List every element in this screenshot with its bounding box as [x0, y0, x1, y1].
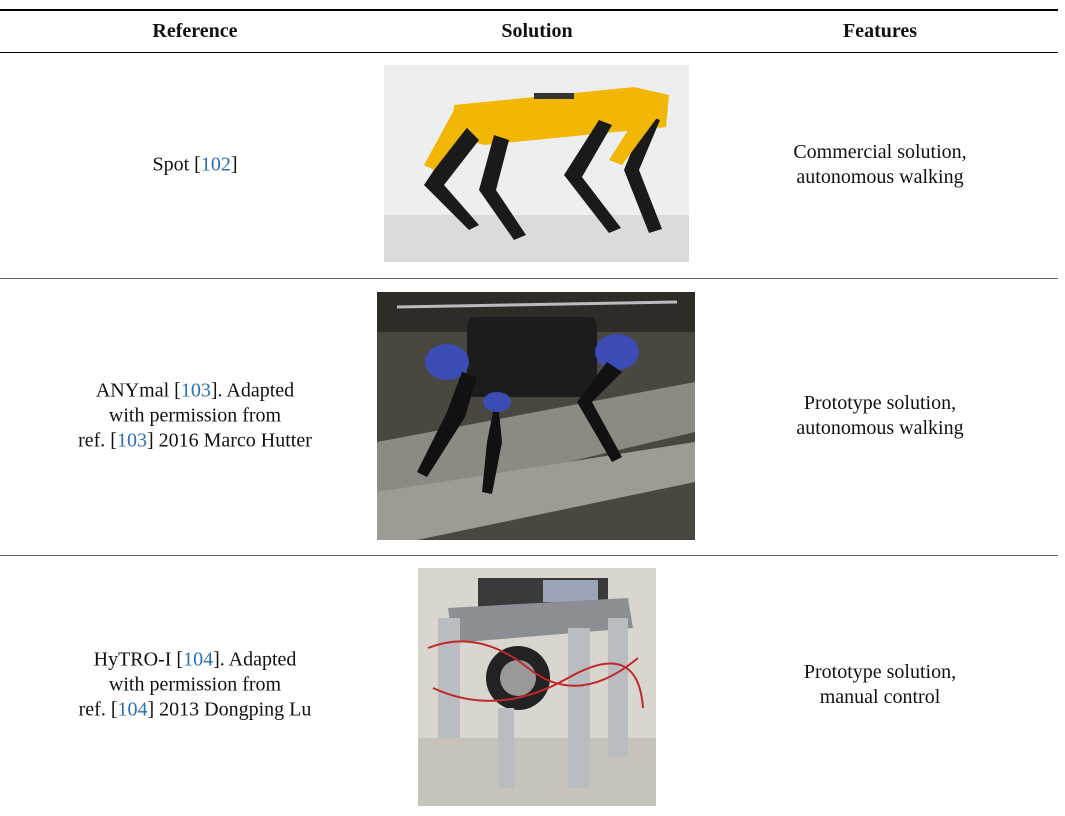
reference-text: ]: [230, 153, 238, 176]
features-cell: Prototype solution, manual control: [710, 660, 1050, 710]
hytro-image: [418, 568, 656, 806]
reference-text: HyTRO-I [: [93, 648, 184, 671]
reference-line: ref. [104] 2013 Dongping Lu: [25, 698, 365, 723]
features-line: manual control: [819, 686, 941, 708]
reference-text: with permission from: [108, 404, 282, 427]
features-line: autonomous walking: [796, 417, 964, 439]
citation: 103: [116, 429, 147, 452]
reference-line: with permission from: [25, 673, 365, 698]
reference-cell: Spot [102]: [25, 153, 365, 178]
reference-cell: ANYmal [103]. Adapted with permission fro…: [25, 379, 365, 454]
reference-text: ref. [: [78, 698, 118, 721]
spot-image: [384, 65, 689, 262]
reference-text: ]. Adapted: [213, 648, 297, 671]
reference-cell: HyTRO-I [104]. Adapted with permission fr…: [25, 648, 365, 723]
features-cell: Commercial solution, autonomous walking: [710, 140, 1050, 190]
features-line: Prototype solution,: [803, 392, 957, 414]
reference-line: ref. [103] 2016 Marco Hutter: [25, 429, 365, 454]
anymal-image: [377, 292, 695, 540]
header-cell: Features: [842, 20, 918, 42]
reference-text: ref. [: [78, 429, 117, 452]
reference-text: ] 2016 Marco Hutter: [146, 429, 312, 452]
features-line: autonomous walking: [796, 166, 964, 188]
features-cell: Prototype solution, autonomous walking: [710, 391, 1050, 441]
reference-line: HyTRO-I [104]. Adapted: [25, 648, 365, 673]
header-cell: Solution: [501, 20, 573, 42]
citation: 104: [183, 648, 214, 671]
features-line: Prototype solution,: [803, 661, 957, 683]
reference-text: ] 2013 Dongping Lu: [147, 698, 312, 721]
header-cell: Reference: [152, 20, 238, 42]
citation: 102: [200, 153, 231, 176]
top-rule: [0, 9, 1058, 11]
reference-text: with permission from: [108, 673, 282, 696]
reference-text: ]. Adapted: [210, 379, 295, 402]
row-rule: [0, 555, 1058, 556]
features-line: Commercial solution,: [793, 141, 967, 163]
reference-line: with permission from: [25, 404, 365, 429]
reference-text: ANYmal [: [95, 379, 181, 402]
reference-line: ANYmal [103]. Adapted: [25, 379, 365, 404]
row-rule: [0, 278, 1058, 279]
header-rule: [0, 52, 1058, 53]
citation: 103: [180, 379, 211, 402]
reference-line: Spot [102]: [25, 153, 365, 178]
reference-text: Spot [: [152, 153, 201, 176]
citation: 104: [117, 698, 148, 721]
